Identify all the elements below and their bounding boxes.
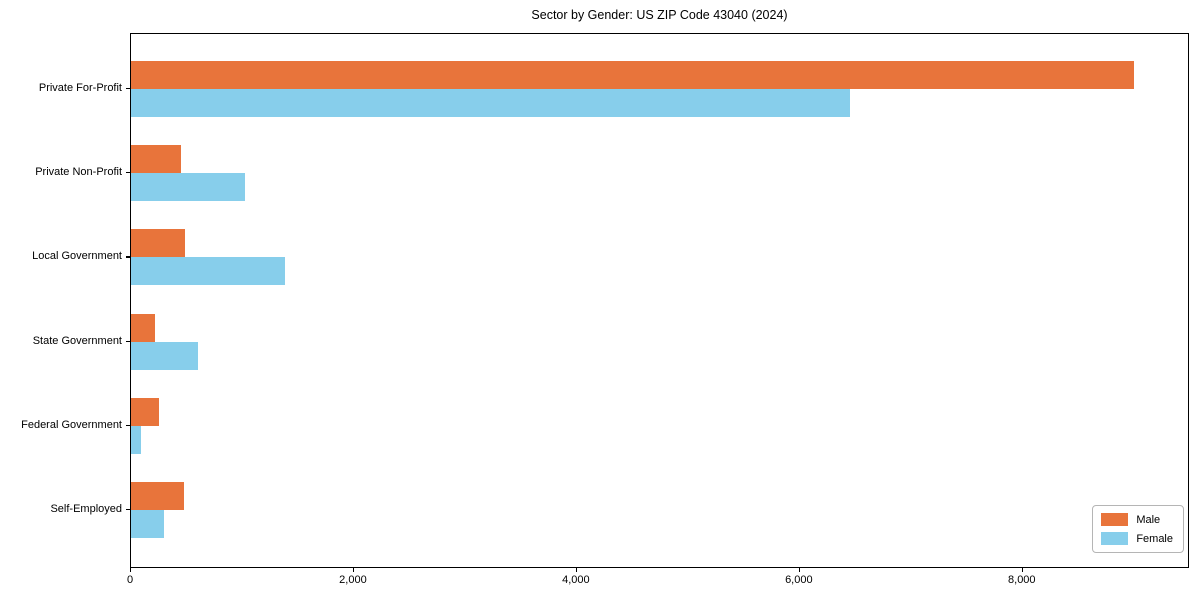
legend-row-female: Female xyxy=(1101,532,1173,545)
y-tick-mark xyxy=(126,256,130,258)
x-tick-mark xyxy=(130,568,132,572)
x-tick-mark xyxy=(1021,568,1023,572)
bar-male-state-government xyxy=(131,313,155,342)
x-tick-label-6-000: 6,000 xyxy=(785,574,813,586)
y-tick-mark xyxy=(126,509,130,511)
legend-row-male: Male xyxy=(1101,513,1173,526)
bar-male-private-non-profit xyxy=(131,145,182,174)
y-tick-label-local-government: Local Government xyxy=(32,250,122,263)
y-tick-mark xyxy=(126,340,130,342)
x-tick-label-4-000: 4,000 xyxy=(562,574,590,586)
y-tick-label-private-non-profit: Private Non-Profit xyxy=(35,166,122,179)
bar-female-private-non-profit xyxy=(131,173,245,202)
bar-female-private-for-profit xyxy=(131,89,850,117)
x-tick-label-8-000: 8,000 xyxy=(1008,574,1036,586)
y-tick-label-private-for-profit: Private For-Profit xyxy=(38,82,122,94)
y-tick-mark xyxy=(126,424,130,426)
y-tick-label-self-employed: Self-Employed xyxy=(50,503,122,515)
x-tick-label-2-000: 2,000 xyxy=(339,574,367,586)
bar-male-federal-government xyxy=(131,397,159,426)
legend-label-female: Female xyxy=(1136,532,1173,545)
legend: Male Female xyxy=(1092,505,1184,553)
bar-female-self-employed xyxy=(131,510,165,538)
bar-female-state-government xyxy=(131,341,198,370)
chart-title: Sector by Gender: US ZIP Code 43040 (202… xyxy=(531,8,788,22)
y-tick-mark xyxy=(126,172,130,174)
bar-male-self-employed xyxy=(131,482,184,510)
x-tick-mark xyxy=(575,568,578,572)
x-tick-mark xyxy=(352,568,355,572)
legend-swatch-male xyxy=(1101,513,1129,526)
legend-swatch-female xyxy=(1101,532,1129,545)
bar-female-federal-government xyxy=(131,425,141,454)
y-tick-label-state-government: State Government xyxy=(32,334,122,347)
plot-area: Male Female xyxy=(130,33,1189,568)
y-tick-label-federal-government: Federal Government xyxy=(21,418,122,431)
bar-female-local-government xyxy=(131,257,285,286)
bar-male-local-government xyxy=(131,229,185,258)
legend-label-male: Male xyxy=(1136,513,1161,526)
y-tick-mark xyxy=(126,88,130,90)
x-tick-label-0: 0 xyxy=(126,574,134,586)
x-tick-mark xyxy=(798,568,801,572)
bar-male-private-for-profit xyxy=(131,61,1135,89)
